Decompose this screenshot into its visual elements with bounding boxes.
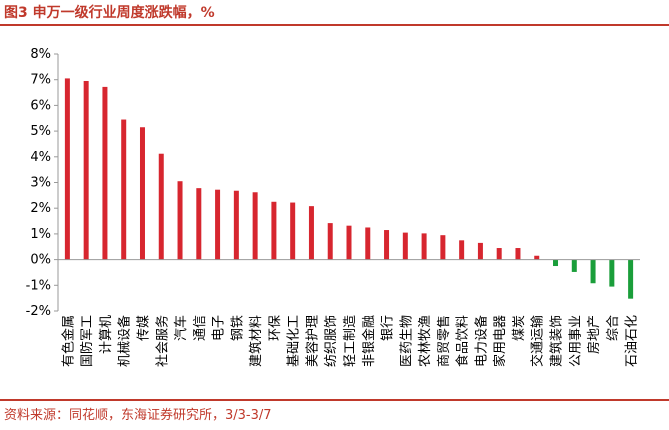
bars (64, 78, 634, 299)
bar-13 (308, 206, 314, 260)
category-label: 社会服务 (154, 315, 170, 367)
category-label: 非银金融 (361, 315, 377, 367)
bar-0 (64, 78, 70, 260)
category-label: 公用事业 (568, 315, 583, 367)
category-label: 国防军工 (79, 315, 95, 367)
bar-4 (139, 127, 145, 260)
bar-29 (609, 259, 615, 287)
category-label: 电力设备 (473, 315, 489, 367)
bar-5 (158, 153, 164, 260)
bar-21 (459, 240, 465, 260)
category-label: 轻工制造 (343, 315, 358, 367)
chart-title: 图3 申万一级行业周度涨跌幅，% (4, 5, 215, 21)
category-label: 家用电器 (492, 315, 508, 367)
bar-30 (628, 259, 634, 299)
bar-2 (102, 86, 108, 260)
category-label: 汽车 (173, 315, 189, 341)
category-label: 房地产 (586, 315, 602, 354)
category-label: 建筑装饰 (549, 315, 565, 367)
category-label: 计算机 (99, 315, 114, 354)
bar-11 (271, 201, 277, 260)
bar-25 (534, 255, 540, 260)
y-tick-label: 7% (30, 73, 51, 88)
category-label: 石油石化 (625, 315, 640, 367)
y-tick-label: 6% (30, 98, 51, 113)
bar-20 (440, 235, 446, 260)
category-label: 美容护理 (304, 315, 320, 367)
bar-10 (252, 192, 258, 260)
category-label: 食品饮料 (455, 315, 471, 367)
category-label: 机械设备 (117, 315, 133, 367)
bar-12 (290, 202, 296, 260)
category-label: 综合 (606, 315, 621, 341)
y-tick-label: 3% (30, 176, 51, 191)
category-label: 有色金属 (60, 315, 76, 367)
bar-9 (233, 190, 239, 260)
title-rule (0, 24, 669, 26)
category-label: 基础化工 (287, 315, 302, 367)
category-label: 交通运输 (530, 315, 546, 367)
y-tick-label: 8% (30, 47, 51, 62)
category-label: 医药生物 (399, 315, 414, 367)
category-label: 纺织服饰 (324, 315, 339, 367)
category-label: 建筑材料 (248, 315, 264, 367)
y-tick-label: 2% (30, 201, 51, 216)
bar-8 (215, 189, 221, 260)
category-label: 农林牧渔 (418, 315, 433, 367)
bar-6 (177, 181, 183, 260)
y-axis: -2% -1% 0% 1% 2% 3% 4% 5% 6% 7% 8% (26, 47, 59, 319)
bar-27 (571, 259, 577, 272)
bar-3 (121, 119, 127, 260)
bar-14 (327, 223, 333, 260)
bar-19 (421, 233, 427, 260)
y-tick-label: -2% (26, 304, 51, 319)
category-label: 通信 (193, 315, 208, 341)
bar-26 (553, 259, 559, 267)
category-labels: 有色金属 国防军工 计算机 机械设备 传媒 社会服务 汽车 通信 电子 钢铁 建筑材料 环保 基础化工美… (60, 315, 639, 367)
y-tick-label: 1% (30, 227, 51, 242)
bar-7 (196, 188, 202, 260)
bar-24 (515, 248, 521, 260)
y-tick-label: 0% (30, 253, 51, 268)
bar-1 (83, 80, 89, 260)
bar-17 (384, 230, 390, 260)
bar-15 (346, 225, 352, 260)
bar-23 (496, 248, 502, 260)
category-label: 银行 (381, 315, 396, 341)
category-label: 传媒 (136, 315, 151, 341)
y-tick-label: 4% (30, 150, 51, 165)
bar-18 (402, 232, 408, 260)
y-tick-label: 5% (30, 124, 51, 139)
category-label: 钢铁 (230, 315, 245, 341)
category-label: 商贸零售 (436, 315, 452, 367)
bar-22 (477, 242, 483, 260)
bar-28 (590, 259, 596, 284)
y-tick-label: -1% (26, 278, 51, 293)
bar-16 (365, 227, 371, 260)
source-note: 资料来源：同花顺，东海证券研究所，3/3-3/7 (4, 408, 272, 423)
category-label: 电子 (212, 315, 227, 341)
category-label: 环保 (268, 315, 283, 341)
footer-rule (0, 399, 669, 401)
bar-chart: -2% -1% 0% 1% 2% 3% 4% 5% 6% 7% 8% 有色金属 国防军工 计算机 机械设备… (26, 47, 640, 367)
category-label: 煤炭 (512, 315, 527, 341)
